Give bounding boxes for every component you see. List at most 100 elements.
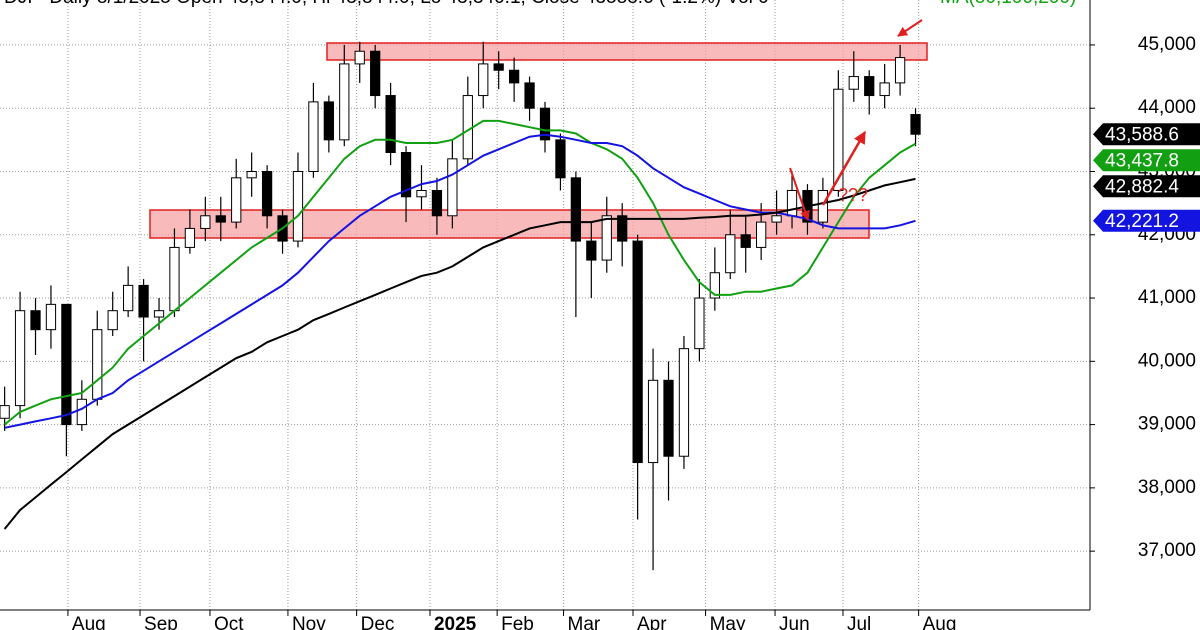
- x-tick-label: Mar: [568, 614, 601, 630]
- candle-body: [323, 101, 334, 141]
- x-tick-label: Jul: [847, 614, 871, 630]
- candle-body: [261, 170, 273, 217]
- y-tick-label: 41,000: [1138, 287, 1196, 308]
- candle-body: [292, 170, 304, 242]
- x-tick-label: Dec: [361, 614, 395, 630]
- candle-body: [771, 215, 782, 223]
- annotation: ???: [838, 185, 868, 205]
- candle-body: [400, 152, 412, 198]
- candle-body: [14, 310, 26, 407]
- arrow: [789, 167, 810, 221]
- value-box: [1093, 123, 1200, 146]
- candle-body: [678, 348, 690, 457]
- x-tick-label: Apr: [637, 614, 667, 630]
- candle-body: [555, 139, 566, 179]
- arrow: [821, 130, 867, 206]
- x-tick-label: 2025: [434, 614, 477, 630]
- candle-body: [200, 215, 211, 229]
- candle-body: [910, 114, 921, 135]
- candle-body: [817, 189, 829, 223]
- candle-body: [246, 170, 257, 179]
- candle-body: [786, 189, 798, 217]
- candle-body: [169, 246, 180, 312]
- y-tick-label: 40,000: [1138, 350, 1196, 371]
- candle-body: [138, 284, 149, 318]
- moving-average: [3, 177, 916, 530]
- candle-body: [123, 284, 134, 312]
- x-tick-label: Aug: [923, 614, 957, 630]
- x-tick-label: Feb: [501, 614, 534, 630]
- y-tick-label: 45,000: [1138, 34, 1196, 55]
- candle-body: [231, 177, 242, 223]
- x-tick-label: Nov: [292, 614, 326, 630]
- candle-body: [508, 69, 520, 84]
- candle-body: [493, 63, 504, 71]
- candle-body: [740, 234, 751, 248]
- candle-body: [586, 240, 597, 261]
- candle-body: [647, 379, 659, 464]
- candle-body: [894, 57, 906, 84]
- chart-title: DJI - Daily 8/1/2025 Open 43,844.0, Hi 4…: [4, 0, 769, 8]
- candle-body: [354, 50, 365, 65]
- candle-body: [663, 379, 674, 457]
- x-tick-label: Aug: [72, 614, 106, 630]
- labels: 37,00038,00039,00040,00041,00042,00043,0…: [72, 34, 1200, 630]
- candle-body: [416, 189, 427, 198]
- candle-body: [447, 158, 458, 217]
- value-box-label: 42,882.4: [1105, 176, 1179, 197]
- candle-body: [879, 82, 890, 97]
- x-tick-label: Sep: [144, 614, 178, 630]
- candle-body: [45, 303, 57, 331]
- candle-body: [848, 76, 859, 90]
- candle-body: [725, 234, 736, 274]
- candle-body: [462, 95, 473, 160]
- candle-body: [570, 177, 582, 242]
- chart-subtitle: MA(50,100,200): [940, 0, 1076, 8]
- candle-body: [601, 215, 612, 261]
- candle-body: [539, 107, 551, 141]
- value-box: [1093, 175, 1200, 198]
- candle-body: [431, 189, 443, 217]
- candle-body: [385, 95, 396, 153]
- y-tick-label: 37,000: [1138, 540, 1196, 561]
- candle-body: [92, 329, 103, 400]
- value-box-label: 43,588.6: [1105, 124, 1179, 145]
- y-tick-label: 39,000: [1138, 414, 1196, 435]
- candle-body: [339, 63, 350, 141]
- value-box-label: 43,437.8: [1105, 150, 1179, 171]
- x-tick-label: May: [710, 614, 746, 630]
- arrow: [897, 19, 923, 37]
- candle-body: [30, 310, 41, 331]
- value-box-label: 42,221.2: [1105, 211, 1179, 232]
- grid: [0, 0, 1095, 616]
- y-tick-label: 44,000: [1138, 97, 1196, 118]
- moving-average: [4, 133, 916, 429]
- x-tick-label: Oct: [214, 614, 244, 630]
- candle-body: [308, 101, 319, 172]
- candle-body: [370, 50, 381, 97]
- candle-body: [76, 398, 87, 426]
- candle-body: [215, 215, 226, 223]
- candle-body: [833, 88, 844, 191]
- candle-body: [107, 310, 118, 331]
- candle-body: [709, 272, 720, 299]
- y-tick-label: 38,000: [1138, 477, 1196, 498]
- value-box: [1093, 209, 1200, 232]
- value-box: [1093, 149, 1200, 172]
- moving-average: [3, 119, 916, 426]
- candle-body: [153, 310, 165, 318]
- marks: [0, 41, 921, 571]
- candle-body: [61, 303, 72, 426]
- candle-body: [756, 221, 767, 248]
- resistance-zone: [326, 42, 928, 61]
- x-tick-label: Jun: [779, 614, 810, 630]
- candle-body: [184, 227, 196, 248]
- candle-body: [0, 405, 10, 419]
- candle-body: [864, 76, 875, 97]
- candle-body: [632, 240, 643, 464]
- candle-body: [617, 215, 628, 242]
- candle-body: [524, 82, 535, 109]
- candle-body: [478, 63, 489, 97]
